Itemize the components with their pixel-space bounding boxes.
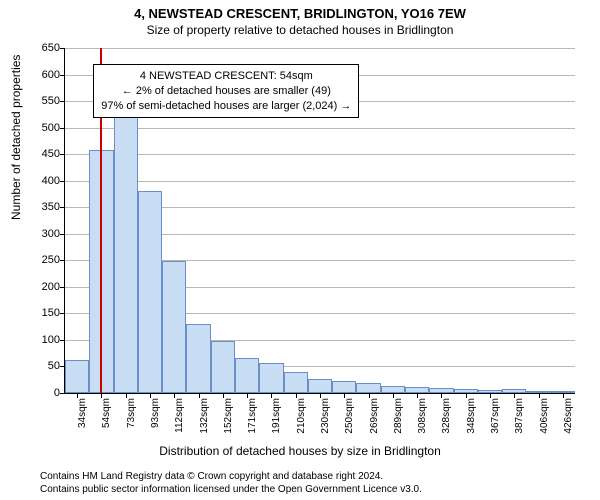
x-tick-label: 73sqm: [126, 398, 137, 448]
x-tick-label: 367sqm: [490, 398, 501, 448]
x-tick-mark: [563, 393, 564, 398]
x-tick-label: 34sqm: [77, 398, 88, 448]
footer: Contains HM Land Registry data © Crown c…: [40, 471, 422, 496]
histogram-bar: [259, 363, 283, 393]
x-tick-label: 112sqm: [174, 398, 185, 448]
y-tick-mark: [60, 234, 65, 235]
y-tick-mark: [60, 181, 65, 182]
x-tick-label: 152sqm: [223, 398, 234, 448]
x-tick-label: 387sqm: [514, 398, 525, 448]
y-tick-mark: [60, 48, 65, 49]
y-tick-container: 050100150200250300350400450500550600650: [20, 48, 60, 393]
x-tick-mark: [126, 393, 127, 398]
x-tick-mark: [77, 393, 78, 398]
x-tick-label: 328sqm: [441, 398, 452, 448]
x-tick-mark: [320, 393, 321, 398]
y-tick-mark: [60, 287, 65, 288]
x-tick-mark: [174, 393, 175, 398]
info-line-1: 4 NEWSTEAD CRESCENT: 54sqm: [101, 69, 351, 84]
x-tick-label: 93sqm: [150, 398, 161, 448]
x-tick-label: 308sqm: [417, 398, 428, 448]
histogram-bar: [235, 358, 259, 393]
y-tick-mark: [60, 313, 65, 314]
y-tick-label: 400: [20, 175, 60, 187]
x-tick-label: 250sqm: [344, 398, 355, 448]
x-tick-label: 426sqm: [563, 398, 574, 448]
y-tick-mark: [60, 393, 65, 394]
x-tick-mark: [271, 393, 272, 398]
footer-line-2: Contains public sector information licen…: [40, 484, 422, 497]
x-tick-label: 348sqm: [466, 398, 477, 448]
histogram-bar: [211, 341, 235, 393]
y-tick-label: 50: [20, 360, 60, 372]
info-box: 4 NEWSTEAD CRESCENT: 54sqm ← 2% of detac…: [93, 64, 359, 119]
x-tick-mark: [393, 393, 394, 398]
histogram-bar: [186, 324, 210, 393]
page-subtitle: Size of property relative to detached ho…: [0, 21, 600, 37]
y-tick-label: 0: [20, 387, 60, 399]
footer-line-1: Contains HM Land Registry data © Crown c…: [40, 471, 422, 484]
y-tick-mark: [60, 207, 65, 208]
x-tick-label: 210sqm: [296, 398, 307, 448]
x-tick-mark: [199, 393, 200, 398]
y-tick-label: 250: [20, 254, 60, 266]
x-tick-label: 132sqm: [199, 398, 210, 448]
x-tick-mark: [441, 393, 442, 398]
y-tick-label: 150: [20, 307, 60, 319]
x-tick-mark: [344, 393, 345, 398]
x-tick-label: 269sqm: [369, 398, 380, 448]
x-tick-label: 54sqm: [101, 398, 112, 448]
y-tick-mark: [60, 366, 65, 367]
chart-plot-area: 4 NEWSTEAD CRESCENT: 54sqm ← 2% of detac…: [65, 48, 575, 393]
y-axis-line: [64, 48, 65, 393]
x-tick-mark: [247, 393, 248, 398]
x-tick-mark: [490, 393, 491, 398]
histogram-bar: [356, 383, 380, 393]
histogram-bar: [284, 372, 308, 393]
y-tick-mark: [60, 101, 65, 102]
page-title: 4, NEWSTEAD CRESCENT, BRIDLINGTON, YO16 …: [0, 0, 600, 21]
y-tick-label: 450: [20, 148, 60, 160]
y-tick-label: 650: [20, 42, 60, 54]
histogram-bar: [308, 379, 332, 393]
x-tick-mark: [101, 393, 102, 398]
y-tick-mark: [60, 154, 65, 155]
x-tick-mark: [369, 393, 370, 398]
y-tick-label: 100: [20, 334, 60, 346]
histogram-bar: [114, 92, 138, 393]
x-tick-mark: [296, 393, 297, 398]
histogram-bar: [332, 381, 356, 393]
info-line-3: 97% of semi-detached houses are larger (…: [101, 99, 351, 114]
x-tick-label: 230sqm: [320, 398, 331, 448]
x-tick-label: 171sqm: [247, 398, 258, 448]
y-tick-label: 500: [20, 122, 60, 134]
histogram-bar: [65, 360, 89, 393]
x-tick-mark: [417, 393, 418, 398]
y-tick-mark: [60, 260, 65, 261]
y-tick-mark: [60, 128, 65, 129]
x-tick-label: 191sqm: [271, 398, 282, 448]
x-tick-mark: [466, 393, 467, 398]
y-tick-label: 200: [20, 281, 60, 293]
x-tick-mark: [223, 393, 224, 398]
y-tick-label: 600: [20, 69, 60, 81]
x-tick-mark: [539, 393, 540, 398]
x-tick-label: 289sqm: [393, 398, 404, 448]
y-tick-label: 300: [20, 228, 60, 240]
histogram-bar: [381, 386, 405, 393]
y-tick-mark: [60, 75, 65, 76]
y-tick-mark: [60, 340, 65, 341]
y-tick-label: 350: [20, 201, 60, 213]
y-tick-label: 550: [20, 95, 60, 107]
info-line-2: ← 2% of detached houses are smaller (49): [101, 84, 351, 99]
histogram-bar: [162, 261, 186, 393]
x-tick-mark: [514, 393, 515, 398]
x-tick-mark: [150, 393, 151, 398]
histogram-bar: [138, 191, 162, 393]
x-tick-label: 406sqm: [539, 398, 550, 448]
